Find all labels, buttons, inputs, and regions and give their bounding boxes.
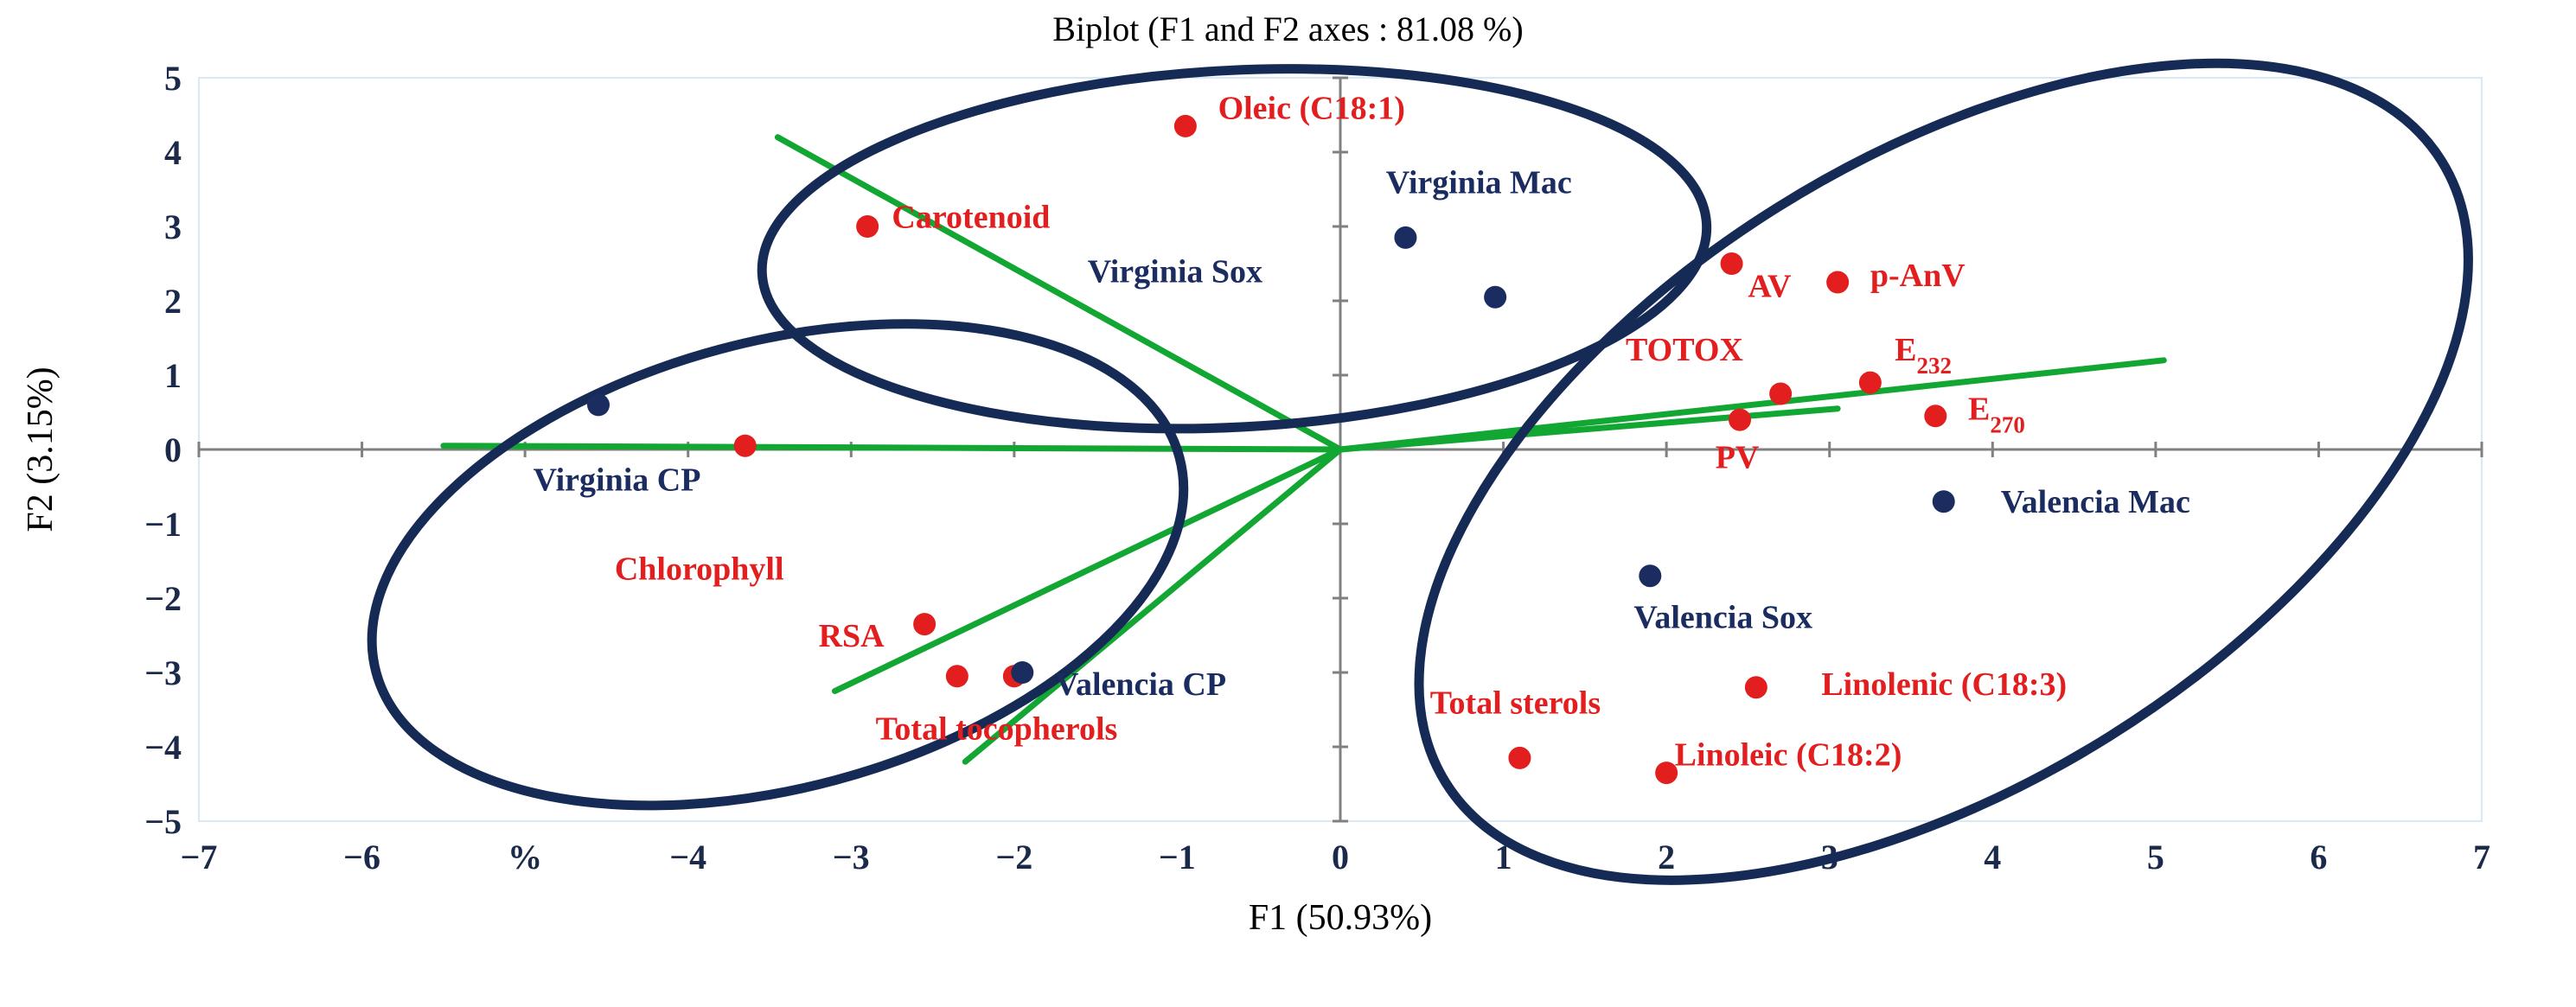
variable-point <box>1729 409 1751 431</box>
y-tick-label: 2 <box>164 282 182 321</box>
variable-point <box>856 215 879 238</box>
point-label: Virginia CP <box>534 462 701 498</box>
x-tick-label: 2 <box>1658 838 1675 876</box>
y-tick-label: −5 <box>144 802 182 841</box>
x-tick-label: −7 <box>181 838 218 876</box>
x-tick-label: 7 <box>2473 838 2490 876</box>
point-label: Virginia Mac <box>1386 164 1572 201</box>
sample-point <box>1484 286 1506 309</box>
variable-point <box>734 435 757 457</box>
point-label: Linolenic (C18:3) <box>1821 666 2067 703</box>
y-tick-label: −1 <box>144 505 182 544</box>
variable-point <box>1508 747 1531 769</box>
point-label: Valencia CP <box>1055 666 1226 703</box>
sample-point <box>587 393 610 416</box>
variable-point <box>1924 405 1946 427</box>
point-label: AV <box>1748 269 1792 305</box>
variable-point <box>913 613 936 635</box>
y-tick-label: −3 <box>144 653 182 692</box>
point-label: Valencia Sox <box>1633 599 1812 635</box>
x-tick-label: −1 <box>1159 838 1196 876</box>
x-axis-label: F1 (50.93%) <box>1249 898 1432 938</box>
variable-point <box>1174 115 1197 137</box>
point-label: Linoleic (C18:2) <box>1675 737 1902 774</box>
x-tick-label: % <box>508 838 542 876</box>
point-label: Valencia Mac <box>2001 484 2190 520</box>
biplot-figure: { "title": { "text": "Biplot (F1 and F2 … <box>0 0 2576 1007</box>
y-tick-label: 5 <box>164 59 182 98</box>
biplot-svg: −7−6%−4−3−2−101234567−5−4−3−2−1012345F1 … <box>0 0 2576 1007</box>
sample-point <box>1933 490 1955 513</box>
point-label: Total sterols <box>1430 685 1601 721</box>
y-tick-label: 3 <box>164 207 182 246</box>
y-tick-label: 4 <box>164 133 182 172</box>
variable-point <box>1769 383 1792 405</box>
point-label: TOTOX <box>1626 332 1743 368</box>
point-label: RSA <box>819 618 885 654</box>
y-tick-label: −2 <box>144 579 182 618</box>
point-label: p-AnV <box>1870 258 1966 294</box>
sample-point <box>1011 661 1033 684</box>
y-tick-label: 1 <box>164 356 182 395</box>
variable-point <box>1745 676 1767 698</box>
y-axis-label: F2 (3.15%) <box>21 366 61 532</box>
x-tick-label: 4 <box>1984 838 2001 876</box>
loading-vector <box>444 446 1340 449</box>
x-tick-label: −6 <box>343 838 380 876</box>
point-label: Chlorophyll <box>615 551 784 588</box>
point-label: Carotenoid <box>892 200 1050 236</box>
y-tick-label: 0 <box>164 430 182 469</box>
variable-point <box>946 665 968 687</box>
x-tick-label: 6 <box>2310 838 2327 876</box>
point-label: Virginia Sox <box>1088 254 1262 290</box>
x-tick-label: 5 <box>2147 838 2164 876</box>
variable-point <box>1859 372 1882 394</box>
variable-point <box>1721 252 1743 275</box>
sample-point <box>1639 564 1661 587</box>
x-tick-label: −4 <box>669 838 706 876</box>
x-tick-label: −3 <box>833 838 870 876</box>
point-label: Total tocopherols <box>876 711 1118 747</box>
point-label: PV <box>1716 440 1760 476</box>
variable-point <box>1826 271 1849 294</box>
chart-title: Biplot (F1 and F2 axes : 81.08 %) <box>0 9 2576 49</box>
y-tick-label: −4 <box>144 728 182 767</box>
point-label: Oleic (C18:1) <box>1218 90 1405 126</box>
sample-point <box>1394 226 1416 249</box>
x-tick-label: −2 <box>995 838 1032 876</box>
x-tick-label: 0 <box>1332 838 1349 876</box>
